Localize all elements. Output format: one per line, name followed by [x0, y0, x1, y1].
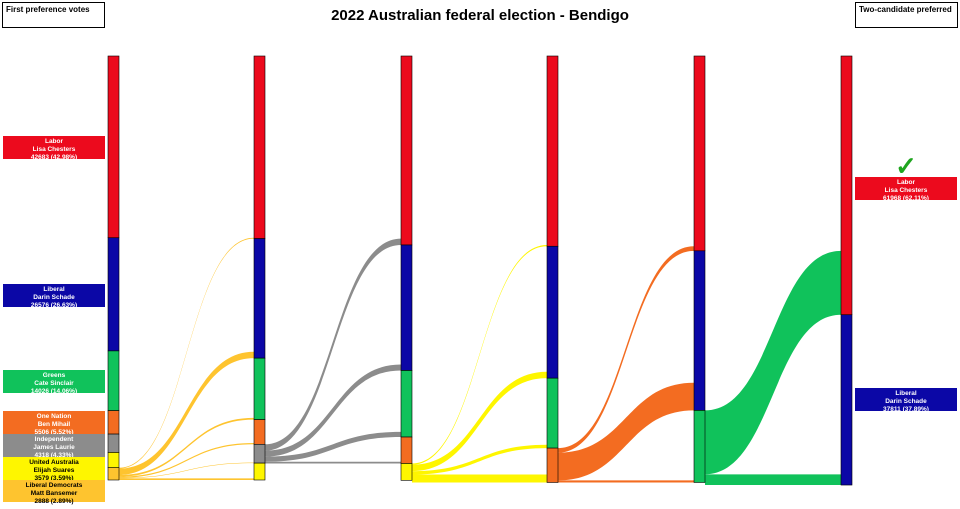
page-title: 2022 Australian federal election - Bendi…: [331, 7, 629, 24]
bar-3-labor: [546, 55, 559, 247]
final-box-liberal: [855, 388, 957, 411]
label-box-united_australia: [3, 457, 105, 480]
bar-4-greens: [693, 410, 706, 483]
bar-0-independent: [107, 433, 120, 453]
label-box-one_nation: [3, 411, 105, 434]
label-united_australia-line-1: Elijah Suares: [34, 467, 75, 474]
bar-2-one_nation: [400, 436, 413, 464]
flow-liberal_democrats-to-labor: [119, 237, 254, 469]
final-liberal-line-1: Darin Schade: [885, 398, 927, 405]
label-independent-line-0: Independent: [35, 436, 74, 443]
flow-united_australia-to-greens: [412, 444, 547, 475]
flow-independent-to-one_nation: [265, 461, 401, 464]
bar-2-united_australia: [400, 463, 413, 481]
label-box-labor: [3, 136, 105, 159]
flow-liberal_democrats-to-one_nation: [119, 443, 254, 478]
bar-1-independent: [253, 443, 266, 464]
flow-liberal_democrats-to-united_australia: [119, 478, 254, 480]
bar-1-greens: [253, 357, 266, 420]
bar-0-liberal_democrats: [107, 467, 120, 481]
final-labor-line-1: Lisa Chesters: [885, 187, 928, 194]
flow-united_australia-to-labor: [412, 244, 547, 465]
flow-liberal_democrats-to-greens: [119, 417, 254, 477]
bar-1-liberal: [253, 238, 266, 359]
bar-0-one_nation: [107, 410, 120, 435]
label-independent-line-1: James Laurie: [33, 444, 75, 451]
flow-greens-to-liberal: [705, 474, 841, 486]
bar-1-united_australia: [253, 462, 266, 481]
winner-check-icon: ✓: [895, 151, 917, 181]
bar-1-one_nation: [253, 419, 266, 445]
flow-united_australia-to-one_nation: [412, 474, 547, 483]
label-liberal_democrats-line-0: Liberal Democrats: [26, 482, 83, 489]
label-united_australia-line-0: United Australia: [29, 459, 79, 466]
label-one_nation-line-0: One Nation: [37, 413, 72, 420]
flow-united_australia-to-liberal: [412, 371, 547, 472]
bar-0-labor: [107, 55, 120, 239]
flow-greens-to-labor: [705, 250, 841, 475]
bar-2-labor: [400, 55, 413, 246]
bar-5-liberal: [840, 314, 853, 486]
label-liberal-line-0: Liberal: [43, 286, 65, 293]
bar-0-united_australia: [107, 452, 120, 469]
label-labor-line-0: Labor: [45, 138, 64, 145]
label-one_nation-line-1: Ben Mihail: [38, 421, 71, 428]
label-box-liberal_democrats: [3, 480, 105, 502]
label-box-greens: [3, 370, 105, 393]
label-greens-line-1: Cate Sinclair: [34, 380, 74, 387]
bar-2-liberal: [400, 244, 413, 371]
label-greens-line-0: Greens: [43, 372, 66, 379]
flow-one_nation-to-liberal: [558, 382, 694, 481]
flow-liberal_democrats-to-independent: [119, 462, 254, 479]
bar-0-greens: [107, 350, 120, 411]
final-box-labor: [855, 177, 957, 200]
label-liberal-line-2: 26576 (26.63%): [31, 302, 77, 309]
bar-2-greens: [400, 370, 413, 438]
preference-flows: [119, 237, 841, 486]
bar-1-labor: [253, 55, 266, 239]
label-independent-line-2: 4318 (4.33%): [34, 452, 73, 459]
final-liberal-line-2: 37811 (37.89%): [883, 406, 929, 413]
flow-one_nation-to-labor: [558, 246, 694, 453]
flow-liberal_democrats-to-liberal: [119, 351, 254, 475]
label-box-independent: [3, 434, 105, 457]
flow-one_nation-to-greens: [558, 480, 694, 483]
bar-3-one_nation: [546, 447, 559, 483]
final-labor-line-2: 61968 (62.11%): [883, 195, 929, 202]
label-labor-line-2: 42683 (42.98%): [31, 154, 77, 161]
bar-3-greens: [546, 377, 559, 449]
label-liberal-line-1: Darin Schade: [33, 294, 75, 301]
label-one_nation-line-2: 5506 (5.52%): [34, 429, 73, 436]
bar-4-labor: [693, 55, 706, 252]
label-greens-line-2: 14026 (14.06%): [31, 388, 77, 395]
bar-5-labor: [840, 55, 853, 316]
label-box-liberal: [3, 284, 105, 307]
flow-independent-to-liberal: [265, 364, 401, 457]
flow-independent-to-labor: [265, 238, 401, 451]
final-liberal-line-0: Liberal: [895, 390, 917, 397]
label-labor-line-1: Lisa Chesters: [33, 146, 76, 153]
bar-0-liberal: [107, 237, 120, 352]
label-liberal_democrats-line-2: 2888 (2.89%): [34, 498, 73, 505]
bar-4-liberal: [693, 250, 706, 411]
label-liberal_democrats-line-1: Matt Bansemer: [31, 490, 78, 497]
first-preference-header: First preference votes: [2, 2, 105, 28]
label-united_australia-line-2: 3579 (3.59%): [34, 475, 73, 482]
flow-independent-to-greens: [265, 431, 401, 462]
count-bars: [107, 55, 853, 486]
bar-3-liberal: [546, 245, 559, 379]
final-labor-line-0: Labor: [897, 179, 916, 186]
two-candidate-header: Two-candidate preferred: [855, 2, 958, 28]
